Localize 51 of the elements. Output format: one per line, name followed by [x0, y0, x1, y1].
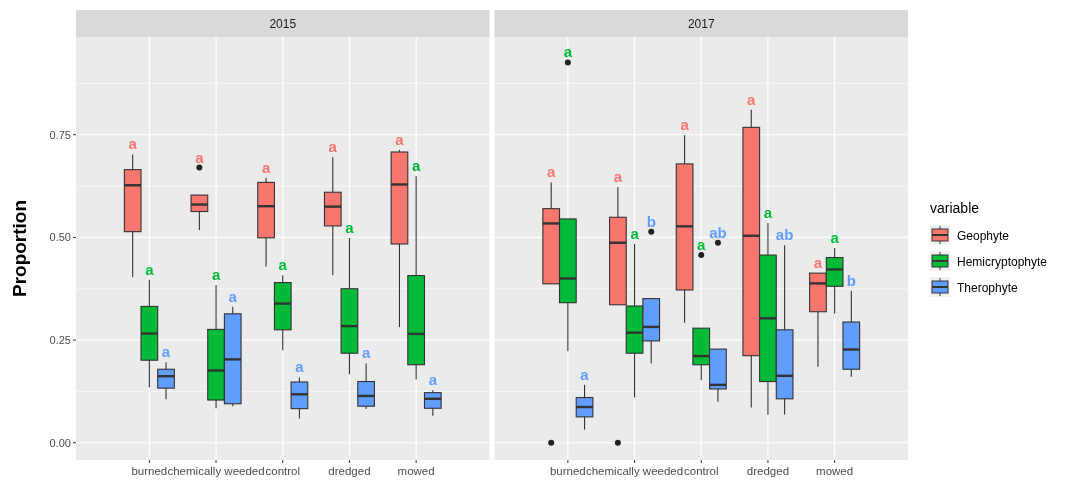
x-tick-label: mowed: [816, 465, 854, 477]
text: a: [680, 116, 689, 134]
y-tick-label: 0.75: [49, 128, 71, 141]
y-axis-title: Proportion: [9, 199, 30, 298]
text: a: [145, 260, 154, 278]
text: a: [395, 130, 404, 148]
text: a: [830, 229, 839, 247]
text: a: [211, 266, 221, 284]
text: a: [697, 236, 706, 254]
legend-title: variable: [930, 200, 980, 216]
text: a: [128, 135, 137, 153]
x-tick-label: burned: [131, 465, 168, 477]
text: b: [846, 271, 856, 289]
text: ab: [709, 223, 727, 241]
y-tick-label: 0.25: [49, 334, 71, 347]
text: a: [361, 344, 371, 362]
text: a: [278, 256, 287, 274]
x-tick-label: dredged: [746, 465, 790, 477]
y-tick-label: 0.50: [49, 231, 71, 244]
text: a: [328, 138, 337, 156]
x-tick-label: chemically weeded: [167, 465, 265, 477]
text: a: [580, 365, 589, 383]
legend-label: Therophyte: [957, 281, 1019, 295]
text: a: [747, 90, 756, 108]
text: a: [411, 157, 421, 175]
text: a: [563, 43, 573, 61]
text: a: [295, 358, 304, 376]
text: a: [228, 287, 237, 305]
y-tick-label: 0.00: [49, 436, 71, 449]
x-tick-label: control: [265, 465, 301, 477]
legend-label: Hemicryptophyte: [957, 255, 1048, 269]
text: a: [195, 148, 204, 166]
text: ab: [775, 226, 794, 244]
x-tick-label: mowed: [397, 465, 435, 477]
text: a: [261, 158, 271, 176]
text: a: [630, 224, 639, 242]
legend-label: Geophyte: [957, 229, 1010, 243]
x-tick-label: burned: [549, 465, 586, 477]
text: a: [547, 163, 556, 181]
text: a: [428, 371, 437, 389]
text: a: [613, 167, 623, 185]
text: a: [345, 219, 354, 237]
text: b: [646, 212, 656, 230]
chart-title: 2015: [269, 16, 297, 31]
chart-title: 2017: [687, 16, 715, 31]
text: a: [763, 204, 773, 222]
x-tick-label: chemically weeded: [585, 465, 684, 477]
x-tick-label: dredged: [328, 465, 371, 477]
text: a: [161, 343, 171, 361]
text: a: [813, 254, 823, 272]
x-tick-label: control: [683, 465, 719, 477]
